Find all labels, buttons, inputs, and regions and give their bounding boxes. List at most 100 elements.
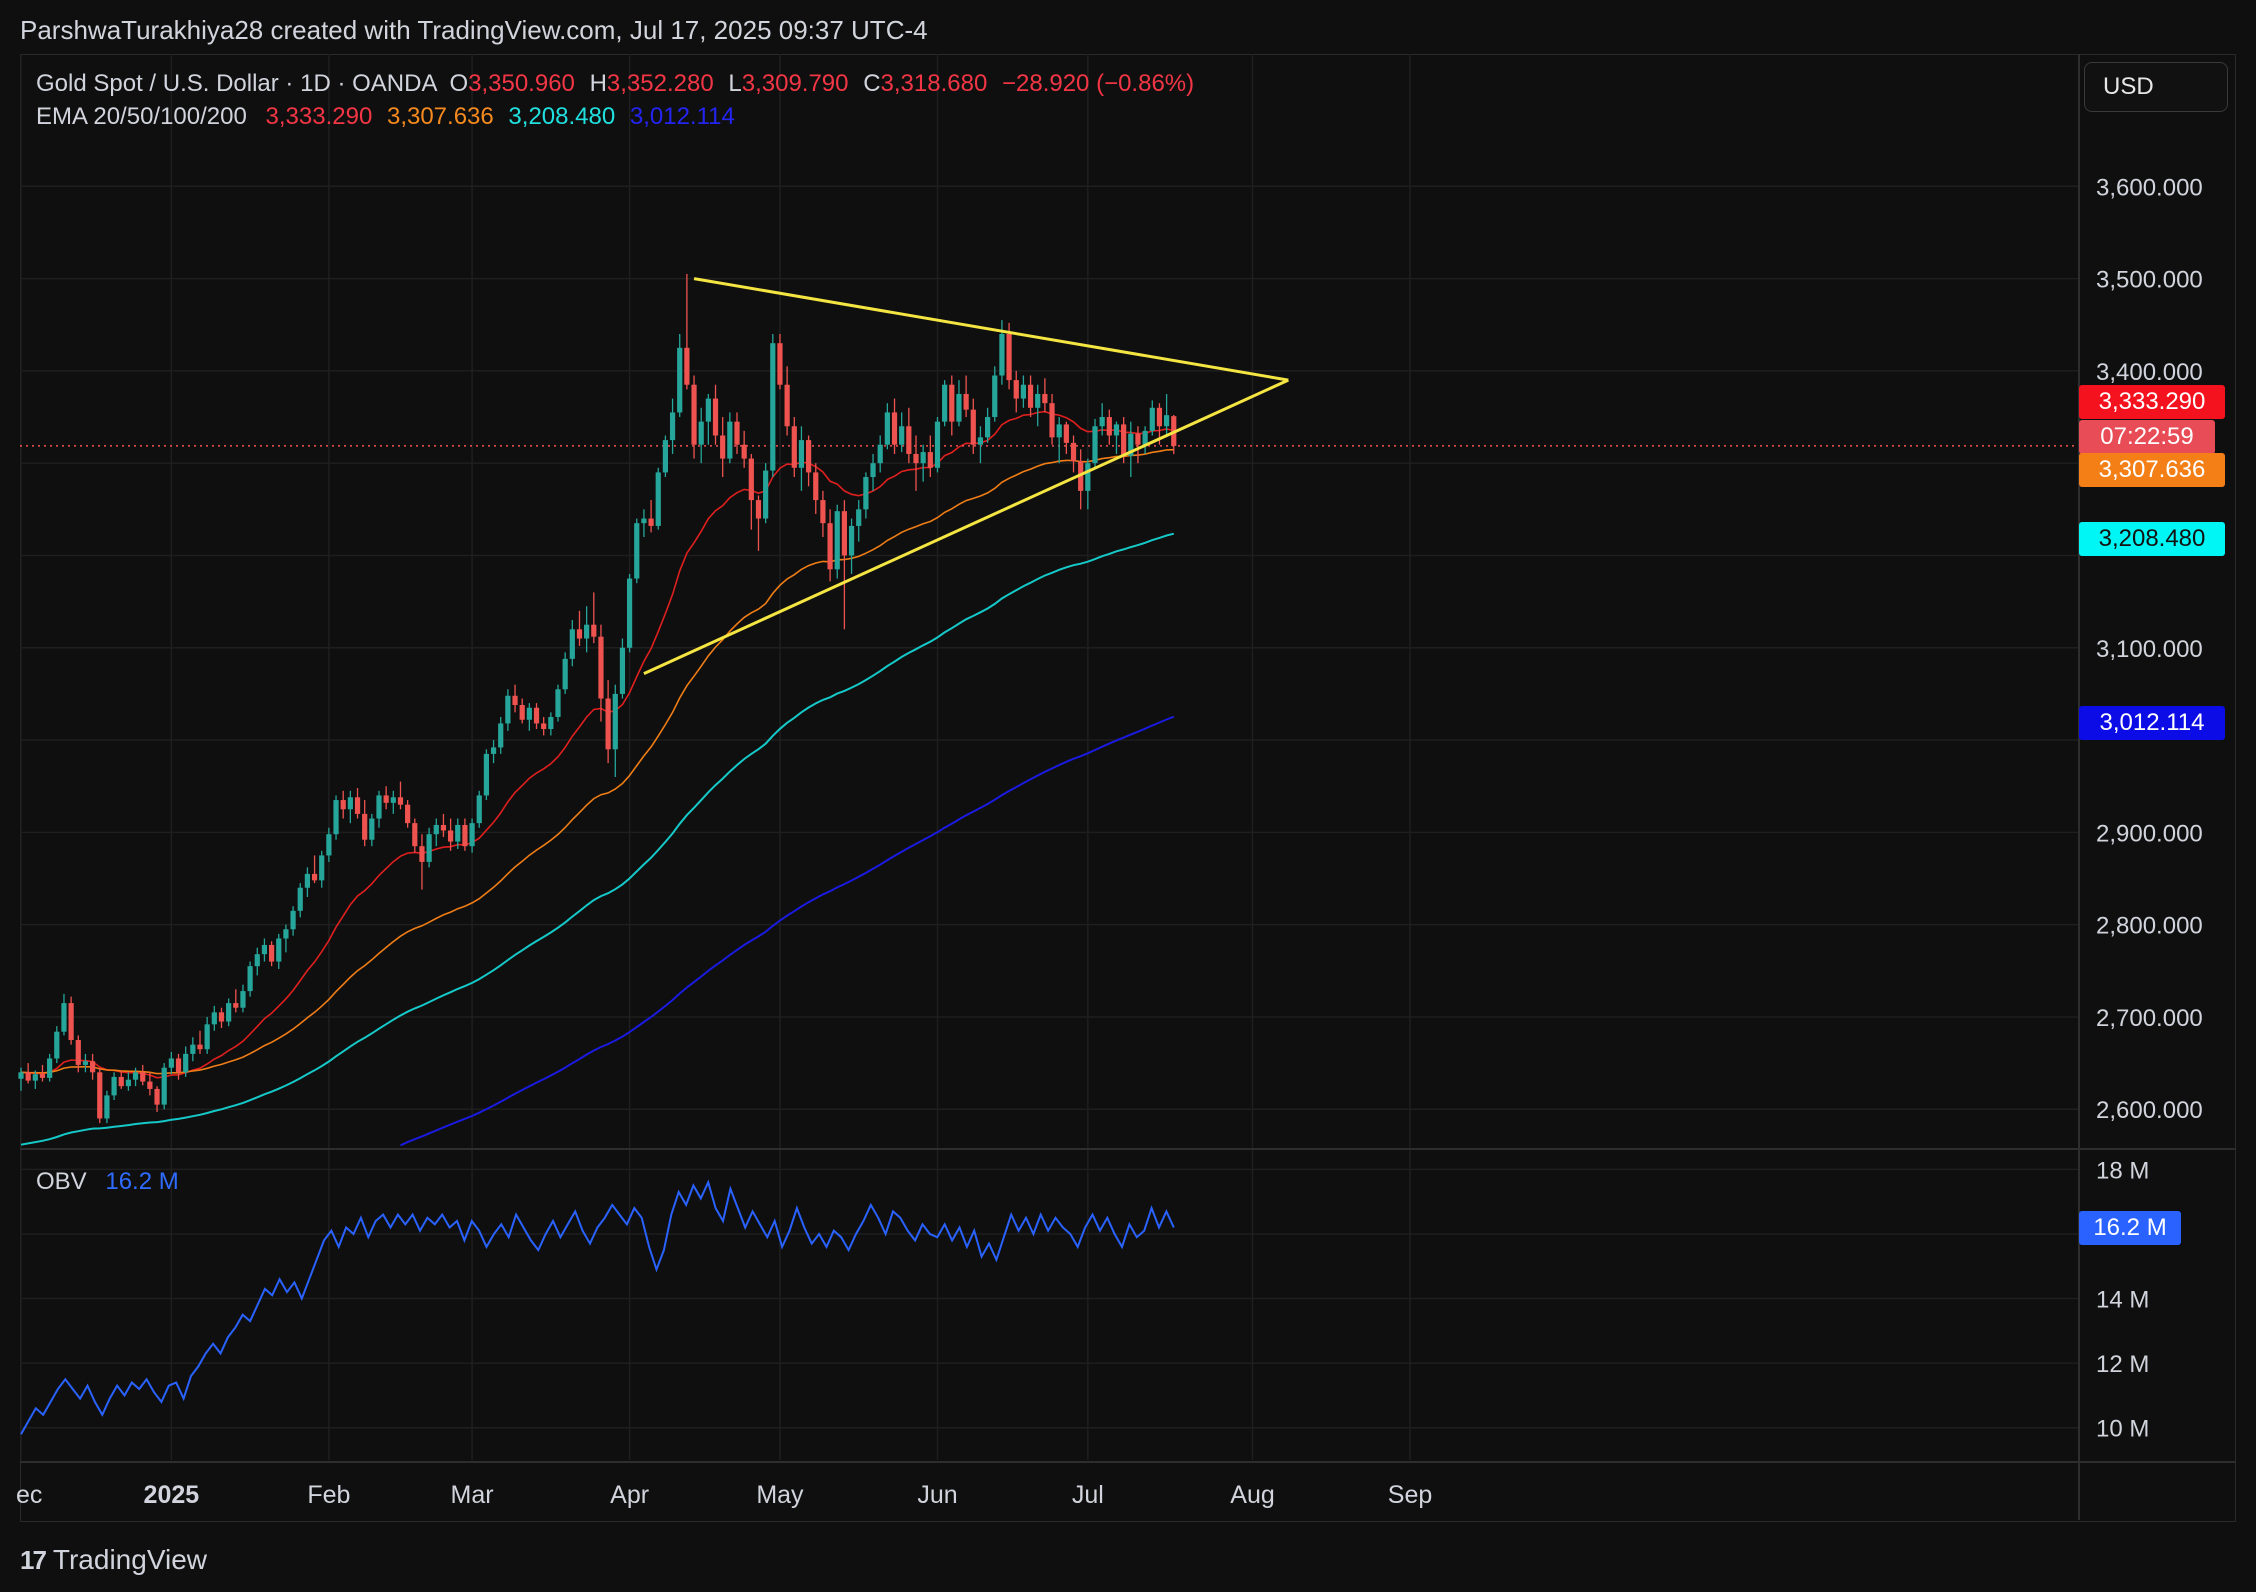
candle [691,375,697,459]
candle-body [240,991,246,1008]
candle [641,509,647,538]
lower-trendline [643,378,1289,675]
ema200-price-tag: 3,012.114 [2079,706,2225,740]
time-tick-label: ec [16,1481,42,1509]
candle [584,606,590,653]
candle-body [813,472,819,501]
ema-label[interactable]: EMA 20/50/100/200 [36,103,247,130]
candle-body [183,1053,189,1073]
candle-body [490,747,497,754]
candle-body [397,797,404,805]
ema-line-100 [20,532,1175,1146]
candle-body [777,343,783,385]
candle [899,412,905,453]
candle-body [383,795,389,803]
candle [118,1070,124,1089]
candle [168,1052,174,1075]
time-tick-label: Sep [1388,1481,1432,1509]
candle [612,684,618,777]
candle [698,407,704,464]
candle [61,993,67,1036]
candle-body [140,1072,146,1082]
change-value: −28.920 (−0.86%) [1001,70,1195,97]
candle-body [963,393,969,410]
countdown-tag: 07:22:59 [2079,420,2215,454]
grid-lines [20,54,2236,1520]
candle-body [798,440,805,468]
obv-pane [20,1179,1175,1435]
obv-label[interactable]: OBV [36,1168,87,1195]
candle [469,818,475,853]
price-tick-label: 3,500.000 [2096,267,2203,294]
candle-body [605,698,611,750]
candle-body [362,813,368,840]
candle-body [498,723,504,748]
candle-body [827,523,833,570]
candle [548,712,554,736]
candle [211,1005,217,1031]
candle [519,698,525,724]
candle-body [820,500,826,524]
candle [913,435,919,491]
close-label: C [863,70,881,97]
candle-body [619,647,626,694]
obv-tick-label: 14 M [2096,1287,2149,1314]
price-tick-label: 3,600.000 [2096,174,2203,201]
candle-body [770,343,776,471]
candle [870,453,876,491]
candle [562,652,568,694]
obv-tick-label: 10 M [2096,1416,2149,1443]
symbol-name[interactable]: Gold Spot / U.S. Dollar · 1D · OANDA [36,70,438,97]
tradingview-logo-icon: 17 [20,1545,47,1575]
candle [390,790,396,814]
candle-body [985,417,991,438]
candle [183,1046,189,1077]
candle-body [204,1024,210,1050]
candle [755,495,762,551]
candle [827,509,833,582]
candle [175,1053,182,1080]
candle [949,375,955,436]
candle-body [276,938,282,962]
candle-body [147,1081,153,1089]
candle-body [569,629,575,659]
candle-body [1056,424,1062,438]
candle [748,453,754,530]
candle [47,1053,53,1082]
candle-body [533,707,540,724]
candle-body [1063,424,1069,443]
tradingview-footer[interactable]: 17 TradingView [20,1540,207,1580]
candle-body [977,437,984,445]
candle [1099,403,1105,436]
candle-body [584,624,590,639]
candle-body [18,1072,24,1079]
open-label: O [449,70,469,97]
candle [297,883,303,918]
close-value: 3,318.680 [880,70,988,97]
candle-body [333,800,339,835]
candle [798,426,805,491]
candle [648,500,654,533]
candle-body [548,716,554,729]
candle [82,1053,89,1073]
candle [483,749,489,801]
candle-body [848,525,855,556]
candle-body [1049,403,1055,438]
candle-body [97,1072,103,1119]
candle [1164,393,1170,436]
candle-body [677,347,683,413]
price-tick-label: 2,900.000 [2096,820,2203,847]
candle [927,435,933,478]
candle-body [448,830,454,842]
candle-body [591,624,597,637]
currency-button[interactable]: USD [2084,62,2228,112]
candle-body [627,578,633,648]
footer-brand: TradingView [52,1544,208,1575]
candle [956,380,962,427]
candle-body [913,453,919,464]
candle [669,398,676,454]
candle-body [290,910,296,930]
candle-body [175,1058,182,1073]
candle-body [1020,384,1026,399]
